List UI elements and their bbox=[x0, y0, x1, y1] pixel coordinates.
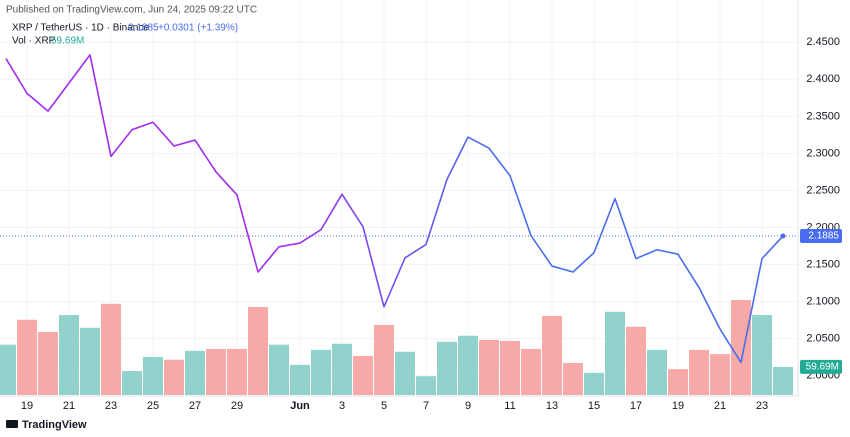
volume-bar bbox=[563, 363, 583, 395]
volume-bar bbox=[521, 348, 541, 395]
volume-bar bbox=[626, 326, 646, 395]
y-tick-label: 2.2500 bbox=[806, 184, 840, 196]
price-label: 2.1885 bbox=[808, 231, 839, 242]
volume-bar bbox=[143, 356, 163, 395]
volume-bar bbox=[605, 311, 625, 395]
volume-bar bbox=[500, 340, 520, 395]
volume-bar bbox=[248, 307, 268, 395]
volume-bar bbox=[437, 341, 457, 395]
symbol: XRP / TetherUS · 1D · Binance bbox=[12, 23, 149, 34]
volume-bar bbox=[374, 324, 394, 395]
x-tick-label: 15 bbox=[588, 400, 600, 412]
x-tick-label: 7 bbox=[423, 400, 429, 412]
price-label-box bbox=[800, 229, 842, 244]
x-tick-label: 5 bbox=[381, 400, 387, 412]
volume-bar bbox=[647, 349, 667, 395]
volume-bar bbox=[479, 339, 499, 395]
volume-bar bbox=[773, 366, 793, 395]
x-tick-label: 23 bbox=[756, 400, 768, 412]
volume-bar bbox=[689, 349, 709, 395]
volume-label: 59.69M bbox=[806, 362, 839, 373]
volume-legend: Vol · XRP bbox=[12, 36, 56, 47]
volume-bar bbox=[17, 319, 37, 395]
header: Published on TradingView.com, Jun 24, 20… bbox=[6, 5, 257, 16]
volume-bar bbox=[122, 371, 142, 395]
change: +0.0301 (+1.39%) bbox=[158, 23, 238, 34]
volume-bar bbox=[185, 350, 205, 395]
x-tick-label: 11 bbox=[504, 400, 515, 412]
last-point bbox=[780, 233, 786, 239]
volume-bar bbox=[458, 335, 478, 395]
volume-pane bbox=[0, 300, 793, 395]
volume-bar bbox=[332, 343, 352, 395]
volume-bar bbox=[59, 315, 79, 395]
footer: TradingView bbox=[22, 419, 87, 431]
volume-bar bbox=[38, 331, 58, 395]
x-tick-label: 17 bbox=[630, 400, 642, 412]
x-tick-label: 23 bbox=[105, 400, 117, 412]
volume-bar bbox=[752, 315, 772, 395]
y-tick-label: 2.3500 bbox=[806, 110, 840, 122]
x-tick-label: 3 bbox=[339, 400, 345, 412]
volume-bar bbox=[290, 364, 310, 395]
volume-bar bbox=[206, 348, 226, 395]
x-tick-label: 29 bbox=[231, 400, 243, 412]
volume-label-box bbox=[800, 359, 842, 374]
x-tick-label: 21 bbox=[63, 400, 75, 412]
volume-last: 59.69M bbox=[51, 36, 84, 47]
volume-bar bbox=[584, 372, 604, 395]
y-tick-label: 2.0500 bbox=[806, 333, 840, 345]
price-pane bbox=[0, 54, 798, 364]
y-tick-label: 2.4000 bbox=[806, 73, 840, 85]
y-tick-label: 2.4500 bbox=[806, 36, 840, 48]
x-tick-label: 21 bbox=[714, 400, 726, 412]
volume-bar bbox=[416, 376, 436, 395]
volume-bar bbox=[80, 327, 100, 395]
y-tick-label: 2.1000 bbox=[806, 296, 840, 308]
x-tick-label: 9 bbox=[465, 400, 471, 412]
volume-bar bbox=[227, 348, 247, 395]
x-tick-label: 19 bbox=[672, 400, 684, 412]
x-tick-label: 19 bbox=[21, 400, 33, 412]
volume-bar bbox=[353, 355, 373, 395]
y-tick-label: 2.1500 bbox=[806, 258, 840, 270]
last-price: 2.1885 bbox=[128, 23, 159, 34]
volume-bar bbox=[542, 315, 562, 395]
volume-bar bbox=[395, 351, 415, 395]
volume-bar bbox=[164, 359, 184, 395]
volume-bar bbox=[269, 344, 289, 395]
y-tick-label: 2.3000 bbox=[806, 147, 840, 159]
price-line bbox=[5, 54, 784, 364]
x-tick-label: Jun bbox=[290, 400, 310, 412]
volume-bar bbox=[668, 369, 688, 395]
volume-bar bbox=[311, 349, 331, 395]
x-tick-label: 27 bbox=[189, 400, 201, 412]
volume-bar bbox=[710, 354, 730, 395]
volume-bar bbox=[0, 344, 16, 395]
x-tick-label: 25 bbox=[147, 400, 159, 412]
x-tick-label: 13 bbox=[546, 400, 558, 412]
volume-bar bbox=[101, 303, 121, 395]
logo bbox=[6, 420, 18, 428]
volume-bar bbox=[731, 300, 751, 395]
